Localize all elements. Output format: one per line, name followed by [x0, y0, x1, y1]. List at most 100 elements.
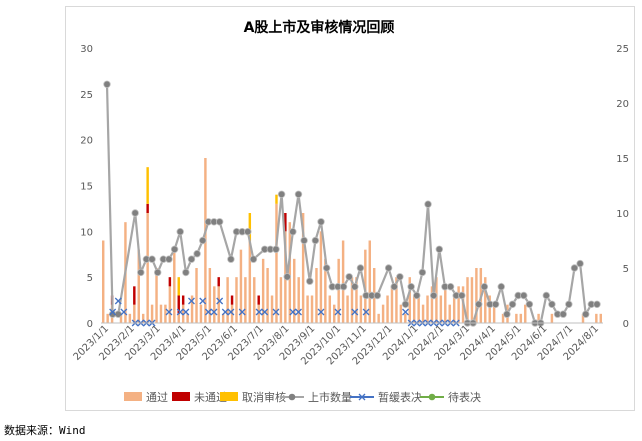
y-right-tick-label: 5 — [623, 264, 629, 275]
listing-point — [497, 283, 505, 291]
chart-frame: A股上市及审核情况回顾 0 5 10 15 20 25 30 0 5 10 15 20 25 2023/1… — [65, 6, 635, 411]
bar-pass — [177, 313, 180, 323]
bar-pass — [133, 304, 136, 323]
listing-point — [424, 200, 432, 208]
listing-point — [480, 283, 489, 291]
bar-pass — [288, 222, 292, 323]
suspend-mark-stroke — [188, 297, 195, 305]
y-left-tick-label: 25 — [80, 90, 93, 101]
bar-fail — [257, 295, 260, 305]
listing-point — [311, 236, 320, 245]
listing-point — [114, 310, 122, 318]
legend-label: 待表决 — [448, 390, 481, 404]
bar-pass — [324, 258, 327, 323]
listing-point — [401, 300, 410, 308]
y-right-tick-label: 0 — [623, 319, 629, 330]
y-left-tick-label: 0 — [87, 319, 93, 330]
suspend-point — [289, 308, 297, 316]
bar-fail — [284, 213, 287, 232]
bar-pass — [381, 304, 385, 323]
bar-pass — [475, 268, 478, 323]
y-right-tick-label: 10 — [616, 209, 629, 220]
listing-point — [322, 264, 331, 272]
listing-point — [559, 310, 567, 318]
bar-pass — [412, 295, 416, 323]
listing-point — [294, 190, 303, 198]
bar-pass — [195, 268, 198, 323]
listing-point — [458, 291, 466, 300]
suspend-point — [238, 308, 246, 316]
listing-point — [446, 283, 455, 291]
legend-listing: 上市数量 — [280, 390, 352, 404]
bar-pass — [404, 313, 407, 323]
listing-point — [227, 255, 235, 263]
bar-pass — [364, 249, 367, 323]
suspend-mark-stroke — [204, 308, 212, 316]
bar-cancel — [248, 213, 252, 241]
legend-suspend: 暂缓表决 — [350, 390, 422, 404]
bar-pass — [226, 277, 229, 323]
bar-pass — [141, 313, 145, 323]
listing-point — [503, 310, 511, 318]
listing-point — [413, 291, 421, 300]
y-left-tick-label: 30 — [80, 44, 93, 55]
suspend-mark-stroke — [114, 297, 122, 305]
bar-pass — [390, 286, 394, 323]
suspend-mark-stroke — [334, 308, 342, 316]
suspend-point — [272, 308, 280, 316]
y-left-tick-label: 5 — [87, 273, 93, 284]
bar-pass — [408, 277, 411, 323]
bar-pass — [421, 304, 425, 323]
listing-point — [475, 300, 483, 308]
listing-point — [182, 268, 190, 277]
legend-label: 上市数量 — [308, 390, 352, 404]
listing-point — [165, 255, 173, 263]
bar-pass — [301, 213, 305, 323]
bar-pass — [239, 249, 243, 323]
suspend-point — [114, 297, 122, 305]
bar-pass — [164, 304, 167, 323]
listing-point — [525, 300, 534, 308]
bar-pass — [213, 286, 216, 323]
bar-pass — [257, 304, 260, 323]
suspend-mark-stroke — [109, 308, 117, 316]
listing-point — [570, 264, 579, 272]
suspend-point — [216, 297, 224, 305]
legend-label: 未通过 — [194, 391, 227, 404]
bar-pass — [444, 286, 447, 323]
bar-pass — [168, 286, 172, 323]
legend-label: 取消审核 — [242, 390, 286, 404]
legend-label: 通过 — [146, 391, 168, 404]
suspend-mark-stroke — [351, 308, 359, 316]
bar-pass — [359, 295, 363, 323]
listing-point — [131, 209, 139, 217]
bar-pass — [279, 277, 283, 323]
listing-point — [199, 236, 207, 245]
bar-pass — [430, 286, 434, 323]
y-left-tick-label: 10 — [80, 227, 93, 238]
listing-point — [283, 273, 291, 281]
bar-pass — [417, 295, 420, 323]
listing-point — [542, 291, 551, 300]
bar-pass — [435, 277, 438, 323]
suspend-point — [188, 297, 195, 305]
bar-pass — [337, 258, 340, 323]
suspend-point — [176, 308, 184, 316]
bar-pass — [319, 231, 323, 323]
listing-point — [176, 227, 184, 236]
bar-pass — [537, 313, 540, 323]
bar-pass — [221, 313, 225, 323]
listing-point — [520, 291, 528, 300]
bar-pass — [386, 295, 389, 323]
listing-point — [373, 291, 382, 300]
bar-pass — [599, 313, 603, 323]
bar-pass — [101, 240, 105, 323]
listing-point — [429, 291, 438, 300]
suspend-point — [221, 308, 229, 316]
bar-fail — [146, 203, 149, 213]
listing-point — [435, 245, 443, 253]
legend-swatch-marker — [288, 393, 296, 401]
listing-point — [418, 268, 427, 277]
bar-fail — [181, 295, 185, 305]
legend-swatch — [172, 392, 190, 401]
